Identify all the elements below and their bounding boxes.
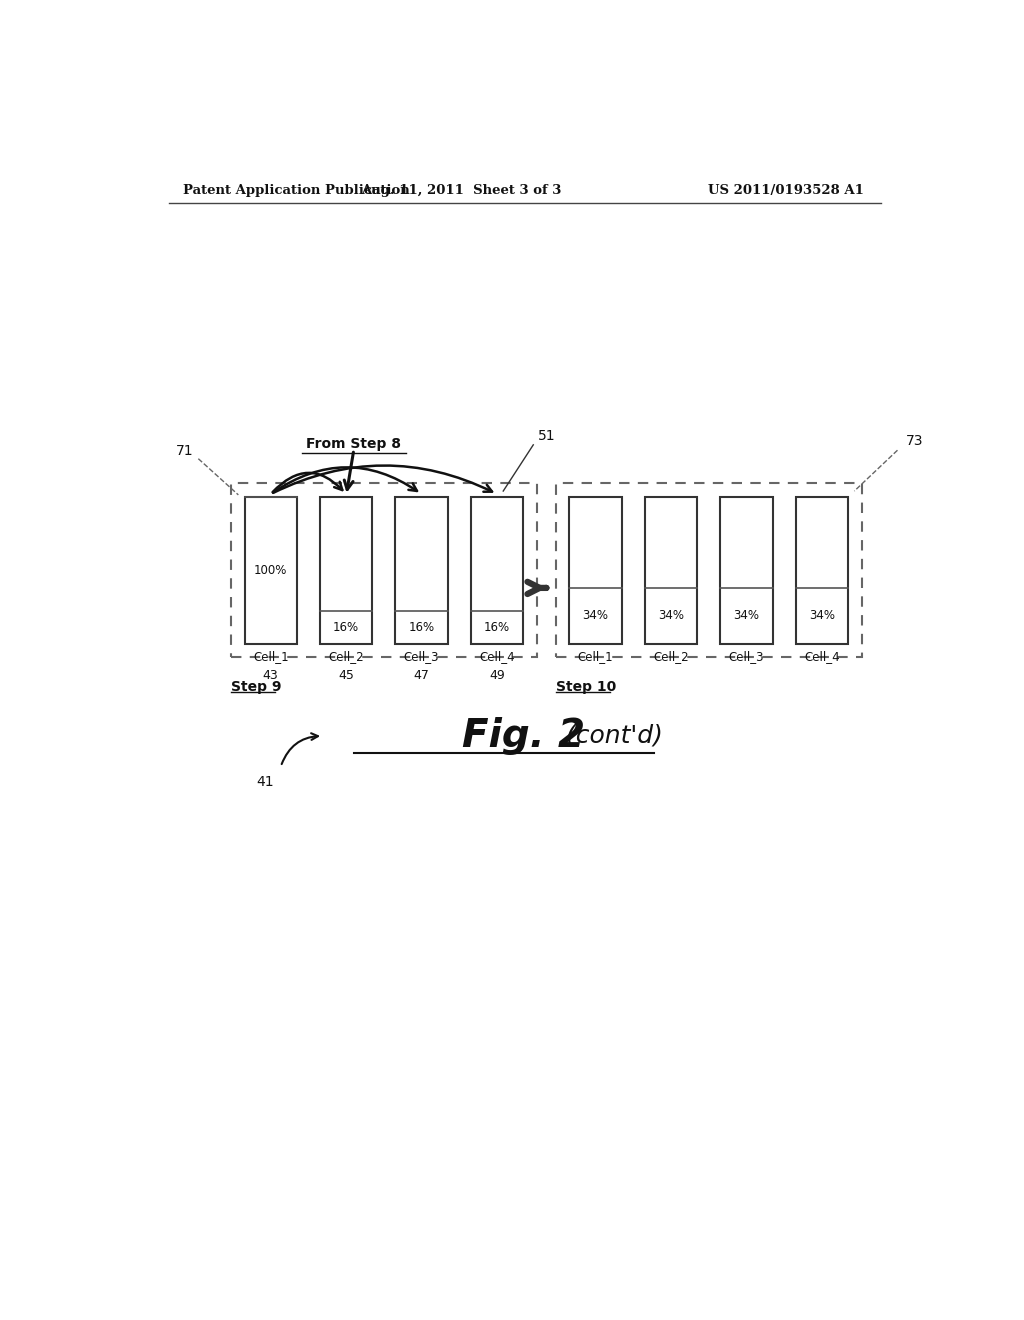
Text: 45: 45 bbox=[338, 669, 354, 682]
Text: 43: 43 bbox=[263, 669, 279, 682]
Text: Cell_4: Cell_4 bbox=[479, 649, 515, 663]
Bar bbox=[319, 498, 373, 644]
Text: Cell_3: Cell_3 bbox=[729, 649, 764, 663]
Text: Cell_1: Cell_1 bbox=[578, 649, 613, 663]
Text: 100%: 100% bbox=[254, 564, 288, 577]
Text: 34%: 34% bbox=[583, 610, 608, 622]
Bar bbox=[720, 498, 773, 644]
Text: Cell_2: Cell_2 bbox=[329, 649, 364, 663]
Text: 34%: 34% bbox=[658, 610, 684, 622]
Text: Cell_4: Cell_4 bbox=[804, 649, 840, 663]
Text: Step 10: Step 10 bbox=[556, 680, 615, 693]
Text: Cell_2: Cell_2 bbox=[653, 649, 689, 663]
Bar bbox=[245, 498, 297, 644]
Text: 71: 71 bbox=[176, 444, 194, 458]
Text: Cell_1: Cell_1 bbox=[253, 649, 289, 663]
Text: 34%: 34% bbox=[733, 610, 760, 622]
Text: 16%: 16% bbox=[333, 620, 359, 634]
Text: 47: 47 bbox=[414, 669, 429, 682]
Text: 73: 73 bbox=[905, 434, 924, 447]
Text: US 2011/0193528 A1: US 2011/0193528 A1 bbox=[708, 185, 864, 197]
Text: 51: 51 bbox=[539, 429, 556, 442]
Bar bbox=[230, 483, 538, 657]
Text: 41: 41 bbox=[256, 775, 274, 789]
Text: Patent Application Publication: Patent Application Publication bbox=[183, 185, 410, 197]
Text: Step 9: Step 9 bbox=[230, 680, 282, 693]
Bar bbox=[471, 498, 523, 644]
Text: From Step 8: From Step 8 bbox=[306, 437, 401, 451]
Text: 34%: 34% bbox=[809, 610, 835, 622]
Text: 49: 49 bbox=[489, 669, 505, 682]
Text: 16%: 16% bbox=[484, 620, 510, 634]
Bar bbox=[569, 498, 622, 644]
Text: 16%: 16% bbox=[409, 620, 434, 634]
Bar bbox=[645, 498, 697, 644]
Text: Cell_3: Cell_3 bbox=[403, 649, 439, 663]
Bar bbox=[395, 498, 447, 644]
Bar bbox=[796, 498, 848, 644]
Text: (cont'd): (cont'd) bbox=[558, 723, 663, 748]
Text: Aug. 11, 2011  Sheet 3 of 3: Aug. 11, 2011 Sheet 3 of 3 bbox=[361, 185, 562, 197]
Bar bbox=[556, 483, 862, 657]
Text: Fig. 2: Fig. 2 bbox=[462, 717, 585, 755]
